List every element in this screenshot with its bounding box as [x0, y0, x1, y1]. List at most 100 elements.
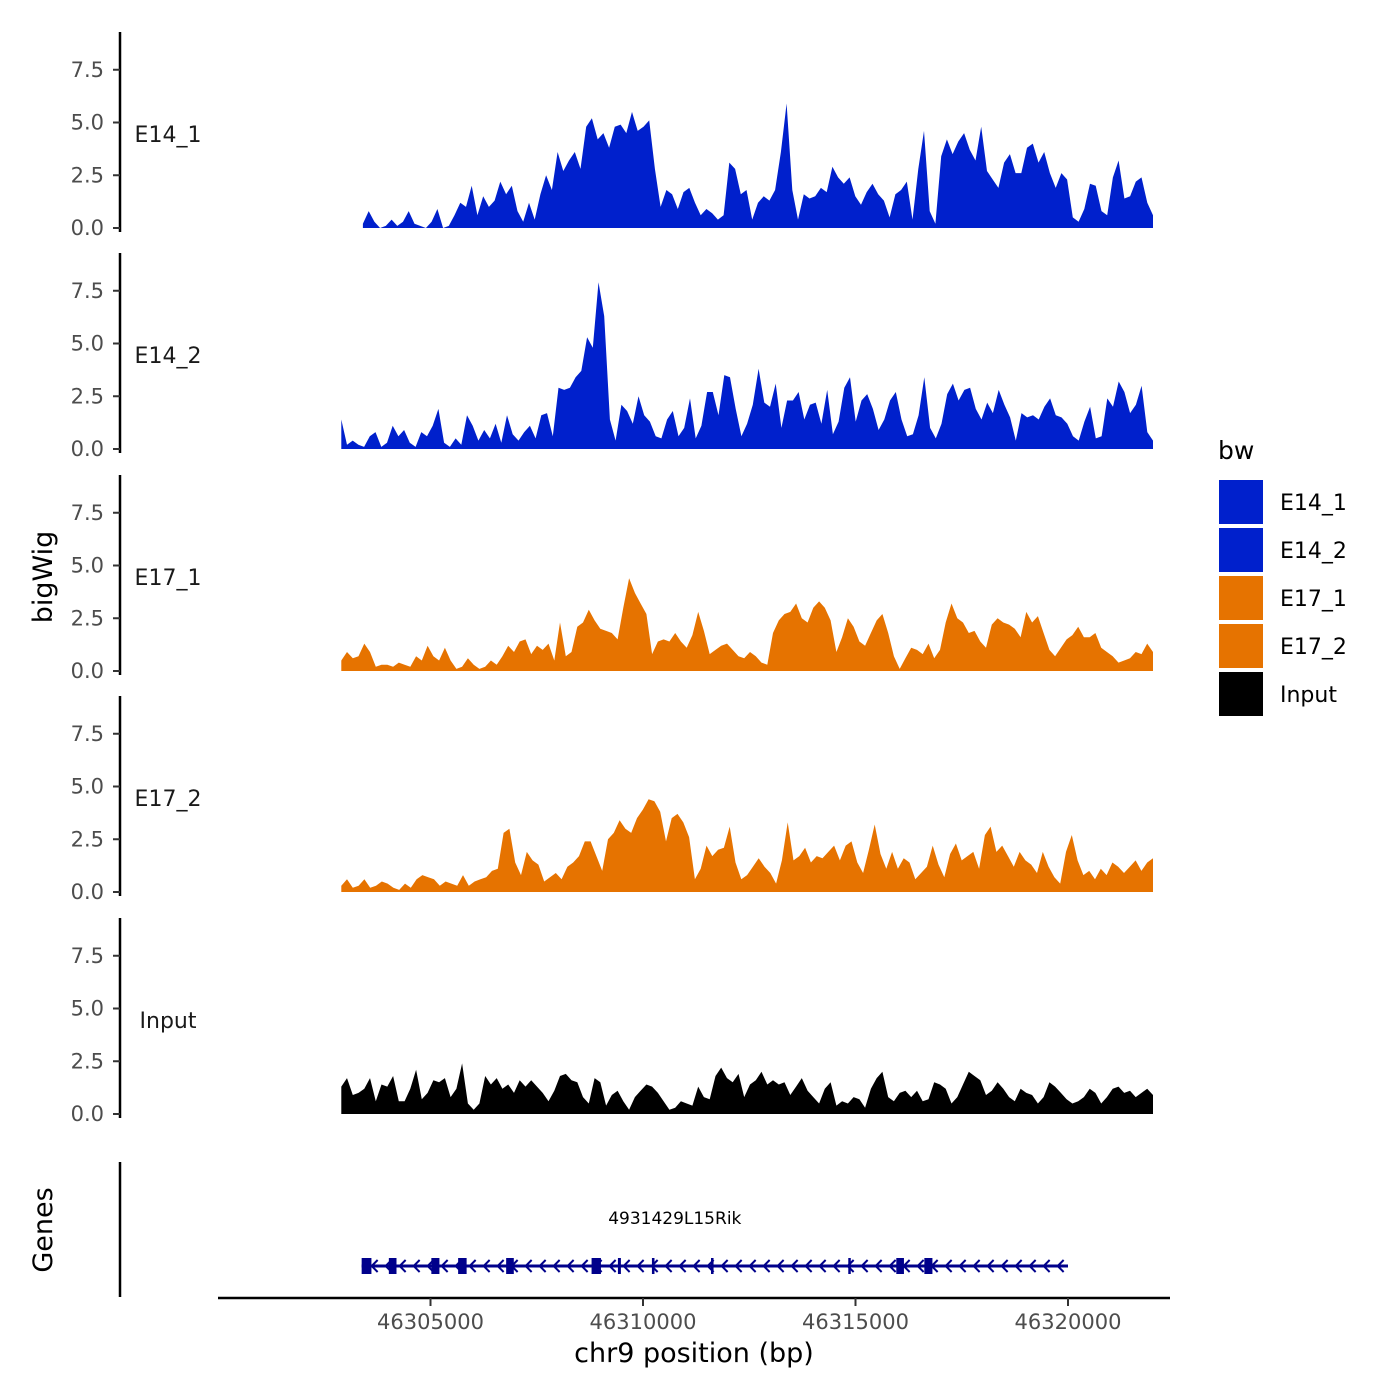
- strand-arrow: [944, 1259, 953, 1273]
- track-Input: 0.0 2.5 5.0 7.5 Input: [71, 918, 1153, 1126]
- y-tick-label: 5.0: [71, 111, 104, 135]
- gene-exon: [651, 1258, 655, 1274]
- strand-arrow: [608, 1259, 617, 1273]
- strand-arrow: [482, 1259, 491, 1273]
- strand-arrow: [692, 1259, 701, 1273]
- strand-arrow: [1014, 1259, 1023, 1273]
- strand-arrow: [650, 1259, 659, 1273]
- y-tick-label: 2.5: [71, 1049, 104, 1073]
- track-label: E14_2: [135, 344, 202, 369]
- legend-title: bw: [1218, 436, 1254, 465]
- strand-arrow: [1028, 1259, 1037, 1273]
- strand-arrow: [790, 1259, 799, 1273]
- track-E14_2: 0.0 2.5 5.0 7.5 E14_2: [71, 253, 1153, 461]
- strand-arrow: [398, 1259, 407, 1273]
- legend-label: Input: [1280, 683, 1337, 708]
- track-label: E17_2: [135, 787, 202, 812]
- legend-key-E17_2: [1219, 624, 1263, 668]
- y-tick-label: 7.5: [71, 501, 104, 525]
- y-tick-label: 7.5: [71, 722, 104, 746]
- y-tick-label: 2.5: [71, 163, 104, 187]
- strand-arrow: [664, 1259, 673, 1273]
- strand-arrow: [636, 1259, 645, 1273]
- gene-exon: [617, 1258, 621, 1274]
- y-axis-title: bigWig: [28, 531, 59, 624]
- y-tick-label: 0.0: [71, 880, 104, 904]
- coverage-area-E17_1: [341, 578, 1153, 671]
- coverage-area-E14_2: [341, 282, 1153, 449]
- strand-arrow: [538, 1259, 547, 1273]
- strand-arrow: [496, 1259, 505, 1273]
- legend-key-Input: [1219, 672, 1263, 716]
- legend-label: E14_1: [1280, 491, 1347, 516]
- gene-exon: [431, 1258, 440, 1274]
- coverage-area-E17_2: [341, 799, 1153, 892]
- legend-key-E17_1: [1219, 576, 1263, 620]
- gene-exon: [591, 1258, 601, 1274]
- x-axis: chr9 position (bp) 46305000 46310000 46315…: [218, 1296, 1170, 1369]
- strand-arrow: [412, 1259, 421, 1273]
- y-tick-label: 0.0: [71, 1102, 104, 1126]
- strand-arrow: [1000, 1259, 1009, 1273]
- coverage-area-Input: [341, 1063, 1153, 1114]
- y-tick-label: 7.5: [71, 944, 104, 968]
- gene-exon: [711, 1258, 714, 1274]
- strand-arrow: [958, 1259, 967, 1273]
- track-label: E14_1: [135, 123, 202, 148]
- x-tick-label: 46305000: [377, 1310, 484, 1334]
- genes-title: Genes: [28, 1187, 59, 1272]
- strand-arrow: [370, 1259, 379, 1273]
- track-E17_1: 0.0 2.5 5.0 7.5 E17_1: [71, 475, 1153, 683]
- strand-arrow: [986, 1259, 995, 1273]
- strand-arrow: [720, 1259, 729, 1273]
- strand-arrow: [566, 1259, 575, 1273]
- track-label: E17_1: [135, 566, 202, 591]
- strand-arrow: [818, 1259, 827, 1273]
- coverage-area-E14_1: [362, 103, 1153, 228]
- strand-arrow: [622, 1259, 631, 1273]
- strand-arrow: [972, 1259, 981, 1273]
- y-tick-label: 0.0: [71, 437, 104, 461]
- gene-label: 4931429L15Rik: [608, 1209, 741, 1229]
- strand-arrow: [678, 1259, 687, 1273]
- strand-arrow: [804, 1259, 813, 1273]
- track-label: Input: [140, 1009, 197, 1034]
- x-tick-label: 46310000: [590, 1310, 697, 1334]
- strand-arrow: [832, 1259, 841, 1273]
- gene-model: [361, 1258, 1068, 1274]
- tracks: 0.0 2.5 5.0 7.5 E14_1 0.0 2.5 5.0 7.5 E14_2 0.0 2.5…: [71, 32, 1153, 1126]
- track-E14_1: 0.0 2.5 5.0 7.5 E14_1: [71, 32, 1153, 240]
- y-tick-label: 0.0: [71, 216, 104, 240]
- y-tick-label: 2.5: [71, 827, 104, 851]
- strand-arrow: [580, 1259, 589, 1273]
- strand-arrow: [524, 1259, 533, 1273]
- legend-key-E14_2: [1219, 528, 1263, 572]
- gene-exon: [388, 1258, 397, 1274]
- x-axis-title: chr9 position (bp): [574, 1338, 814, 1369]
- legend: bw E14_1 E14_2 E17_1 E17_2 Input: [1218, 436, 1347, 716]
- strand-arrow: [916, 1259, 925, 1273]
- legend-label: E17_1: [1280, 587, 1347, 612]
- gene-exon: [896, 1258, 904, 1274]
- x-tick-label: 46320000: [1015, 1310, 1122, 1334]
- gene-exon: [848, 1258, 851, 1274]
- gene-exon: [458, 1258, 467, 1274]
- y-tick-label: 5.0: [71, 554, 104, 578]
- track-E17_2: 0.0 2.5 5.0 7.5 E17_2: [71, 696, 1153, 904]
- strand-arrow: [888, 1259, 897, 1273]
- strand-arrow: [762, 1259, 771, 1273]
- strand-arrow: [552, 1259, 561, 1273]
- strand-arrow: [776, 1259, 785, 1273]
- y-tick-label: 5.0: [71, 332, 104, 356]
- gene-exon: [924, 1258, 933, 1274]
- genes-panel: Genes 4931429L15Rik: [28, 1162, 1068, 1297]
- y-tick-label: 0.0: [71, 659, 104, 683]
- strand-arrow: [748, 1259, 757, 1273]
- strand-arrow: [846, 1259, 855, 1273]
- y-tick-label: 5.0: [71, 775, 104, 799]
- strand-arrow: [1042, 1259, 1051, 1273]
- legend-label: E14_2: [1280, 539, 1347, 564]
- y-tick-label: 7.5: [71, 58, 104, 82]
- strand-arrow: [1056, 1259, 1065, 1273]
